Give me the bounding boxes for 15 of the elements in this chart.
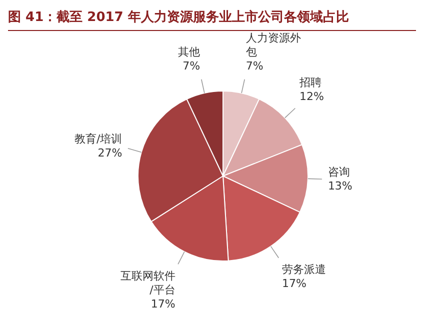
slice-label: 其他 [178, 46, 200, 59]
slice-label: 教育/培训 [74, 132, 122, 146]
slice-label: 人力资源外包 [246, 32, 301, 59]
data-label: 12% [300, 90, 324, 104]
chart-title: 图 41：截至 2017 年人力资源服务业上市公司各领域占比 [8, 8, 416, 31]
slice-label: 咨询 [328, 165, 350, 178]
data-label: 27% [98, 146, 122, 160]
data-label: 7% [182, 60, 200, 73]
slice-label: 劳务派遣 [282, 262, 326, 276]
slice-label: 招聘 [298, 76, 322, 90]
slice-label: 互联网软件/平台 [120, 270, 176, 297]
data-label: 7% [246, 60, 264, 73]
data-label: 13% [328, 179, 352, 192]
data-label: 17% [150, 298, 176, 311]
data-label: 17% [282, 276, 306, 290]
